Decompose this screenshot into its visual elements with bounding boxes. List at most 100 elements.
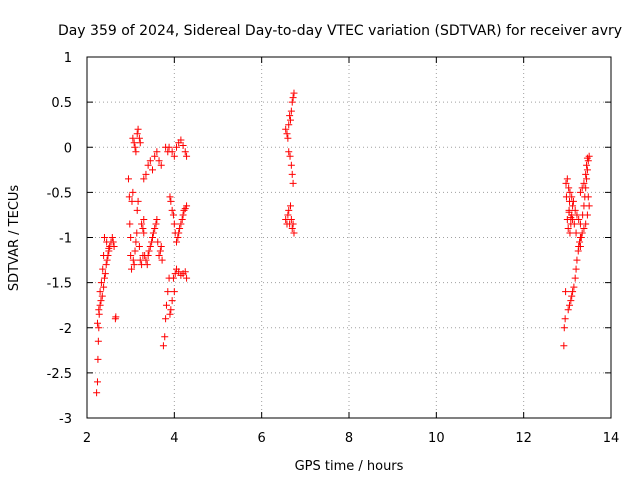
data-point: [576, 238, 584, 246]
y-tick-label: 1: [64, 51, 72, 66]
data-point: [127, 252, 135, 260]
data-point: [125, 193, 133, 201]
data-point: [179, 141, 187, 149]
x-tick-label: 12: [515, 431, 532, 446]
data-point: [129, 134, 137, 142]
data-point: [135, 134, 143, 142]
data-point: [129, 188, 137, 196]
data-point: [584, 193, 592, 201]
data-points: [93, 89, 593, 397]
data-point: [570, 283, 578, 291]
data-point: [177, 220, 185, 228]
data-point: [143, 261, 151, 269]
data-point: [287, 215, 295, 223]
data-point: [183, 202, 191, 210]
data-point: [98, 292, 106, 300]
x-tick-label: 8: [345, 431, 353, 446]
data-point: [177, 136, 185, 144]
data-point: [168, 297, 176, 305]
data-point: [94, 337, 102, 345]
data-point: [583, 175, 591, 183]
data-point: [95, 324, 103, 332]
data-point: [183, 152, 191, 160]
data-point: [580, 179, 588, 187]
data-point: [289, 94, 297, 102]
data-point: [130, 139, 138, 147]
data-point: [164, 288, 172, 296]
data-point: [130, 261, 138, 269]
data-point: [289, 179, 297, 187]
data-point: [109, 238, 117, 246]
y-tick-label: -1.5: [47, 277, 72, 292]
data-point: [134, 197, 142, 205]
data-point: [134, 125, 142, 133]
data-point: [565, 208, 573, 216]
data-point: [170, 152, 178, 160]
data-point: [131, 143, 139, 151]
data-point: [173, 143, 181, 151]
data-point: [128, 265, 136, 273]
data-point: [286, 152, 294, 160]
data-point: [284, 211, 292, 219]
data-point: [168, 148, 176, 156]
data-point: [564, 224, 572, 232]
data-point: [153, 148, 161, 156]
data-point: [132, 148, 140, 156]
data-point: [142, 170, 150, 178]
data-point: [102, 261, 110, 269]
data-point: [568, 292, 576, 300]
data-point: [135, 243, 143, 251]
data-point: [146, 157, 154, 165]
data-point: [286, 116, 294, 124]
data-point: [570, 220, 578, 228]
data-point: [112, 313, 120, 321]
data-point: [152, 220, 160, 228]
data-point: [131, 247, 139, 255]
data-point: [582, 220, 590, 228]
data-point: [99, 265, 107, 273]
data-point: [140, 229, 148, 237]
data-point: [93, 378, 101, 386]
data-point: [561, 315, 569, 323]
data-point: [97, 279, 105, 287]
data-point: [146, 243, 154, 251]
data-point: [100, 234, 108, 241]
data-point: [154, 238, 162, 246]
data-point: [575, 243, 583, 251]
data-point: [132, 238, 140, 246]
data-point: [567, 214, 575, 222]
data-point: [569, 288, 577, 296]
data-point: [144, 161, 152, 169]
data-point: [564, 306, 572, 314]
data-point: [285, 121, 293, 129]
data-point: [145, 247, 153, 255]
data-point: [578, 184, 586, 192]
data-point: [136, 139, 144, 147]
data-point: [148, 238, 156, 246]
data-point: [156, 247, 164, 255]
data-point: [576, 188, 584, 196]
y-tick-label: -1: [59, 232, 72, 247]
data-point: [96, 301, 104, 309]
data-point: [162, 301, 170, 309]
x-tick-label: 2: [83, 431, 91, 446]
x-axis-label: GPS time / hours: [295, 459, 404, 474]
data-point: [170, 220, 178, 228]
data-point: [144, 252, 152, 260]
data-point: [127, 234, 135, 241]
data-point: [578, 229, 586, 237]
data-point: [101, 270, 109, 278]
data-point: [181, 268, 189, 276]
x-tick-label: 10: [428, 431, 445, 446]
data-point: [290, 89, 298, 97]
data-point: [288, 170, 296, 178]
data-point: [560, 342, 568, 350]
data-point: [100, 283, 108, 291]
data-point: [183, 274, 191, 282]
data-point: [110, 243, 118, 251]
y-tick-label: -0.5: [47, 186, 72, 201]
data-point: [93, 389, 101, 397]
data-point: [568, 193, 576, 201]
data-point: [96, 288, 104, 296]
